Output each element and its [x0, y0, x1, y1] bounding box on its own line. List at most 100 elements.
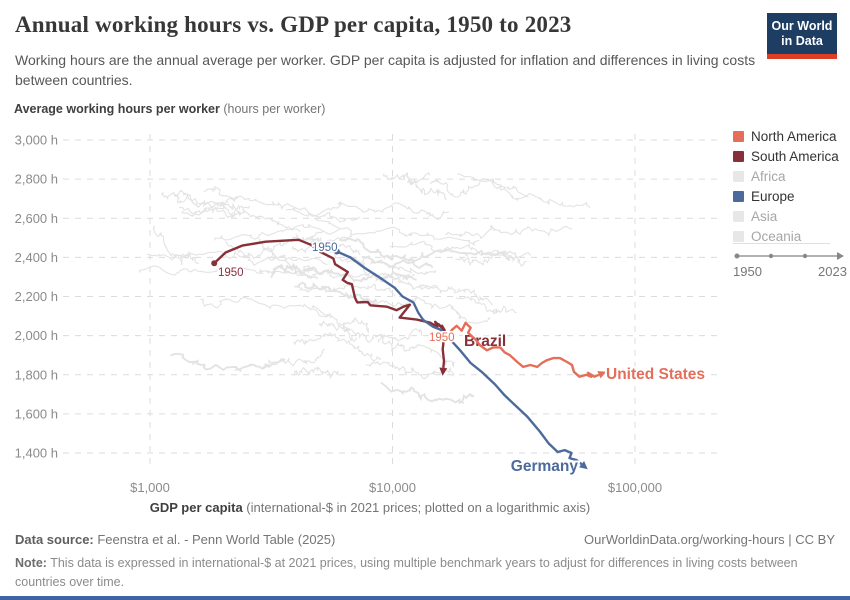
background-country-line — [445, 224, 573, 239]
legend-swatch — [733, 191, 744, 202]
y-tick-label: 2,800 h — [15, 172, 58, 187]
gridlines: $1,000 $10,000 $100,000 3,000 h 2,800 h 2,600… — [15, 133, 722, 495]
chart-subtitle: Working hours are the annual average per… — [15, 52, 756, 89]
background-country-line — [200, 296, 332, 318]
legend-divider — [733, 243, 830, 244]
background-country-line — [138, 265, 320, 278]
owid-logo-line1: Our World — [771, 19, 833, 33]
y-tick-label: 2,000 h — [15, 328, 58, 343]
y-tick-label: 1,600 h — [15, 406, 58, 421]
background-country-line — [318, 246, 437, 276]
legend-item-south-america[interactable]: South America — [733, 149, 848, 164]
series-united-states: 1950 United States — [428, 321, 707, 385]
background-country-line — [214, 223, 340, 241]
legend-item-asia[interactable]: Asia — [733, 209, 848, 224]
background-country-line — [299, 283, 396, 297]
series-line — [213, 238, 446, 369]
footnote: Note: This data is expressed in internat… — [15, 554, 837, 593]
x-tick-label: $1,000 — [130, 480, 170, 495]
legend-label: South America — [751, 149, 839, 164]
background-country-line — [286, 200, 450, 221]
background-country-line — [346, 259, 416, 283]
background-country-line — [377, 335, 456, 369]
background-country-line — [161, 189, 239, 207]
legend-label: North America — [751, 129, 837, 144]
background-country-line — [382, 171, 431, 185]
legend-item-north-america[interactable]: North America — [733, 129, 848, 144]
series-start-dot — [444, 334, 451, 341]
series-line — [336, 250, 583, 466]
start-year-annotation: 1950 — [429, 332, 455, 344]
legend-item-oceania[interactable]: Oceania — [733, 229, 848, 244]
legend-item-europe[interactable]: Europe — [733, 189, 848, 204]
legend: North America South America Africa Europe As… — [733, 129, 848, 249]
legend-label: Africa — [751, 169, 786, 184]
owid-logo[interactable]: Our World in Data — [767, 13, 837, 59]
start-year-annotation: 1950 — [218, 267, 244, 279]
x-axis-title-units: (international-$ in 2021 prices; plotted… — [242, 500, 591, 515]
start-year-annotation: 1950 — [312, 242, 338, 254]
y-tick-label: 2,600 h — [15, 211, 58, 226]
background-country-line — [318, 320, 358, 343]
background-country-line — [225, 241, 276, 260]
data-source-label: Data source: — [15, 532, 94, 547]
background-country-line — [258, 230, 323, 253]
series-label: Germany — [511, 458, 579, 475]
footnote-label: Note: — [15, 556, 47, 570]
series-line — [446, 321, 600, 378]
timeline-dot — [768, 253, 774, 259]
background-country-line — [181, 201, 241, 217]
background-country-line — [314, 217, 480, 246]
legend-swatch — [733, 231, 744, 242]
background-country-line — [203, 185, 361, 223]
background-country-line — [407, 179, 447, 201]
x-axis-title-bold: GDP per capita — [149, 500, 243, 515]
x-tick-label: $10,000 — [369, 480, 416, 495]
legend-swatch — [733, 151, 744, 162]
series-arrow-icon — [597, 371, 607, 379]
x-tick-label: $100,000 — [608, 480, 662, 495]
background-country-line — [311, 304, 369, 334]
background-country-lines — [138, 171, 591, 405]
legend-item-africa[interactable]: Africa — [733, 169, 848, 184]
background-country-line — [286, 265, 438, 291]
background-country-line — [270, 262, 314, 279]
background-country-line — [170, 352, 286, 373]
timeline-handle-start — [734, 253, 740, 259]
timeline-start-label: 1950 — [733, 264, 762, 279]
series-label: United States — [606, 366, 705, 383]
background-country-line — [455, 249, 527, 267]
license-link[interactable]: OurWorldinData.org/working-hours | CC BY — [584, 532, 835, 547]
y-tick-label: 2,200 h — [15, 289, 58, 304]
background-country-line — [146, 250, 328, 266]
x-axis-title: GDP per capita (international-$ in 2021 … — [0, 500, 740, 515]
series-start-dot — [211, 260, 218, 267]
series-arrow-icon — [439, 367, 448, 376]
background-country-line — [455, 296, 517, 314]
y-tick-label: 3,000 h — [15, 133, 58, 148]
y-axis-title: Average working hours per worker (hours … — [14, 102, 325, 116]
y-axis-title-units: (hours per worker) — [219, 102, 326, 116]
background-country-line — [294, 281, 378, 305]
background-country-line — [173, 193, 251, 219]
background-country-line — [262, 348, 325, 370]
timeline-dot — [802, 253, 808, 259]
timeline-end-label: 2023 — [818, 264, 847, 279]
data-source: Data source: Feenstra et al. - Penn Worl… — [15, 532, 335, 547]
footnote-text: This data is expressed in international-… — [15, 556, 798, 590]
background-country-line — [380, 381, 475, 405]
series-germany: 1950 Germany — [311, 241, 588, 477]
background-country-line — [152, 225, 200, 266]
background-country-line — [457, 173, 591, 209]
owid-logo-line2: in Data — [781, 34, 823, 48]
background-country-line — [293, 366, 339, 380]
legend-swatch — [733, 211, 744, 222]
y-axis-title-bold: Average working hours per worker — [14, 102, 220, 116]
y-tick-label: 1,400 h — [15, 446, 58, 461]
timeline-slider[interactable]: 1950 2023 — [731, 247, 849, 279]
background-country-line — [429, 177, 529, 198]
legend-swatch — [733, 171, 744, 182]
